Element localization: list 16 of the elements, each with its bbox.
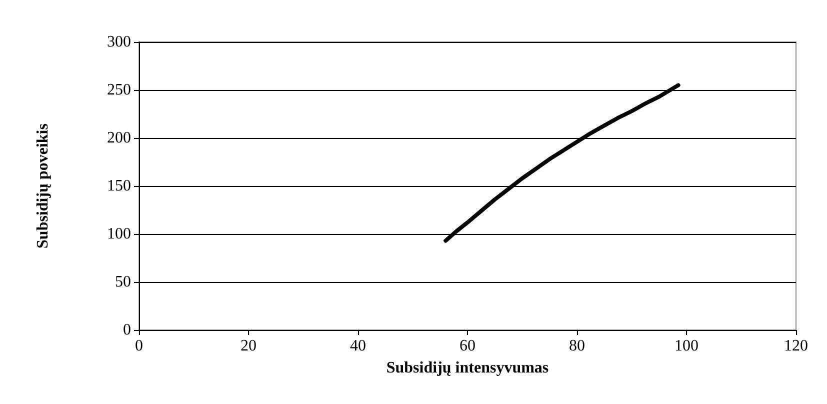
- y-tick-label: 100: [107, 226, 131, 242]
- y-tick-label: 50: [115, 274, 131, 290]
- y-tick-label: 250: [107, 82, 131, 98]
- y-tick-label: 200: [107, 130, 131, 146]
- x-tick-label: 80: [569, 338, 585, 354]
- x-tick-label: 0: [135, 338, 143, 354]
- x-tick-label: 100: [674, 338, 698, 354]
- y-tick-label: 300: [107, 34, 131, 50]
- y-tick-label: 0: [123, 322, 131, 338]
- x-tick-label: 60: [460, 338, 476, 354]
- x-tick-label: 40: [350, 338, 366, 354]
- y-axis-title: Subsidijų poveikis: [34, 124, 52, 248]
- x-axis-title: Subsidijų intensyvumas: [386, 360, 549, 376]
- y-tick-label: 150: [107, 178, 131, 194]
- x-tick-label: 120: [784, 338, 808, 354]
- x-tick-label: 20: [240, 338, 256, 354]
